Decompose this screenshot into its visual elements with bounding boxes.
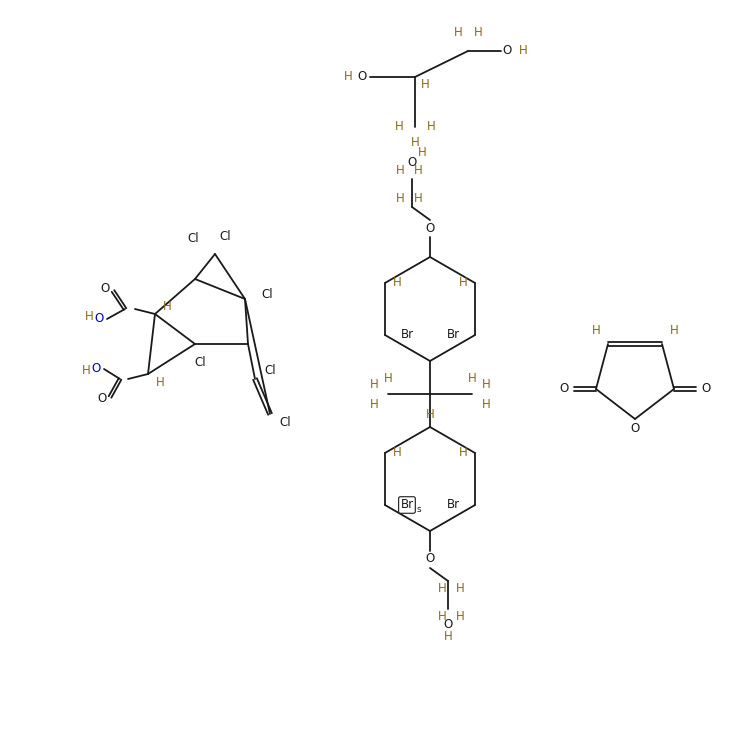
Text: H: H	[370, 398, 378, 410]
Text: H: H	[393, 446, 401, 459]
Text: H: H	[396, 192, 404, 206]
Text: O: O	[91, 363, 101, 376]
Text: Cl: Cl	[219, 230, 230, 242]
Text: Cl: Cl	[264, 365, 276, 377]
Text: O: O	[702, 382, 711, 396]
Text: O: O	[631, 423, 639, 435]
Text: H: H	[456, 583, 465, 595]
Text: O: O	[443, 619, 453, 631]
Text: H: H	[396, 164, 404, 178]
Text: H: H	[443, 631, 452, 644]
Text: H: H	[468, 371, 476, 385]
Text: O: O	[357, 70, 366, 84]
Text: O: O	[426, 553, 435, 565]
Text: Cl: Cl	[261, 288, 273, 300]
Text: H: H	[418, 145, 426, 159]
Text: s: s	[417, 506, 421, 515]
Text: H: H	[482, 398, 490, 410]
Text: O: O	[95, 313, 103, 325]
Text: H: H	[437, 611, 446, 623]
Text: Cl: Cl	[195, 355, 206, 368]
Text: H: H	[395, 120, 404, 134]
Text: H: H	[669, 324, 678, 338]
Text: O: O	[426, 222, 435, 236]
Text: Cl: Cl	[279, 415, 291, 429]
Text: H: H	[84, 310, 93, 324]
Text: H: H	[156, 376, 164, 388]
Text: H: H	[414, 192, 422, 206]
Text: Br: Br	[401, 329, 413, 341]
Text: H: H	[81, 365, 90, 377]
Text: H: H	[592, 324, 600, 338]
Text: H: H	[426, 120, 435, 134]
Text: H: H	[393, 277, 401, 289]
Text: H: H	[370, 377, 378, 390]
Text: H: H	[459, 446, 468, 459]
Text: O: O	[407, 156, 417, 170]
Text: H: H	[421, 79, 429, 92]
Text: H: H	[519, 45, 527, 57]
Text: H: H	[414, 164, 422, 178]
Text: H: H	[437, 583, 446, 595]
Text: H: H	[473, 26, 482, 40]
Text: O: O	[101, 283, 109, 296]
Text: Cl: Cl	[187, 233, 199, 245]
Text: H: H	[163, 299, 171, 313]
Text: H: H	[482, 377, 490, 390]
Text: H: H	[456, 611, 465, 623]
Text: H: H	[426, 409, 435, 421]
Text: H: H	[344, 70, 352, 84]
Text: H: H	[410, 136, 419, 148]
Text: Br: Br	[446, 329, 459, 341]
Text: H: H	[459, 277, 468, 289]
Text: O: O	[502, 45, 512, 57]
Text: Br: Br	[446, 498, 459, 512]
Text: O: O	[98, 393, 106, 405]
Text: H: H	[454, 26, 462, 40]
Text: Br: Br	[401, 498, 413, 512]
Text: O: O	[559, 382, 569, 396]
Text: H: H	[384, 371, 393, 385]
